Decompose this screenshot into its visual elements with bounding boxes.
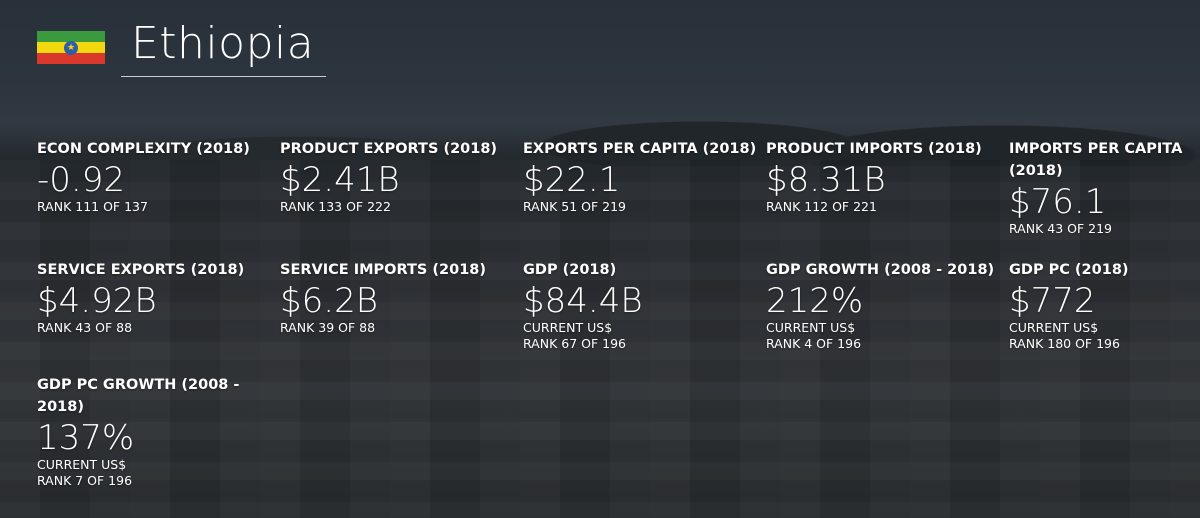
stat-subtext: RANK 133 OF 222 [280, 199, 391, 214]
stat-subtext: RANK 51 OF 219 [523, 199, 626, 214]
stat-value: -0.92 [37, 160, 125, 200]
stat-label: GDP PC (2018) [1009, 262, 1129, 278]
stat-label: GDP (2018) [523, 262, 617, 278]
ethiopia-flag-icon: ★ [37, 31, 105, 64]
stat-card: SERVICE IMPORTS (2018) $6.2B RANK 39 OF 88 [280, 259, 523, 352]
stat-subtext: CURRENT US$ [523, 320, 613, 335]
stat-label: ECON COMPLEXITY (2018) [37, 141, 250, 157]
stat-value: 137% [37, 418, 135, 458]
stat-value: $772 [1009, 281, 1096, 321]
stat-subtext: RANK 180 OF 196 [1009, 336, 1120, 351]
stat-label: SERVICE IMPORTS (2018) [280, 262, 487, 278]
background-city [0, 160, 1200, 518]
stat-subtext: RANK 67 OF 196 [523, 336, 626, 351]
stat-label: GDP GROWTH (2008 - 2018) [766, 262, 995, 278]
stat-card: GDP PC GROWTH (2008 - 2018) 137% CURRENT U… [37, 374, 280, 489]
stat-subtext: CURRENT US$ [766, 320, 856, 335]
stat-subtext: RANK 4 OF 196 [766, 336, 862, 351]
stat-subtext: RANK 111 OF 137 [37, 199, 148, 214]
stat-label: GDP PC GROWTH (2008 - 2018) [37, 377, 240, 415]
title-underline: Ethiopia [121, 18, 327, 77]
star-emblem-icon: ★ [64, 40, 78, 55]
stat-label: SERVICE EXPORTS (2018) [37, 262, 245, 278]
stat-label: EXPORTS PER CAPITA (2018) [523, 141, 757, 157]
stat-card: IMPORTS PER CAPITA (2018) $76.1 RANK 43 OF… [1009, 138, 1200, 237]
stat-subtext: RANK 43 OF 219 [1009, 221, 1112, 236]
stat-value: $76.1 [1009, 182, 1107, 222]
stat-card: ECON COMPLEXITY (2018) -0.92 RANK 111 OF 1… [37, 138, 280, 237]
stat-card: EXPORTS PER CAPITA (2018) $22.1 RANK 51 OF… [523, 138, 766, 237]
stat-value: 212% [766, 281, 864, 321]
page-title: Ethiopia [131, 18, 315, 69]
stat-card: SERVICE EXPORTS (2018) $4.92B RANK 43 OF 8… [37, 259, 280, 352]
stat-subtext: CURRENT US$ [1009, 320, 1099, 335]
stat-subtext: RANK 112 OF 221 [766, 199, 877, 214]
stat-card: PRODUCT EXPORTS (2018) $2.41B RANK 133 OF … [280, 138, 523, 237]
country-header: ★ Ethiopia [37, 18, 327, 77]
stat-card: GDP PC (2018) $772 CURRENT US$ RANK 180 OF … [1009, 259, 1200, 352]
stat-subtext: RANK 7 OF 196 [37, 473, 133, 488]
stat-value: $84.4B [523, 281, 643, 321]
stat-subtext: CURRENT US$ [37, 457, 127, 472]
stat-value: $22.1 [523, 160, 621, 200]
flag-stripe-red [37, 53, 105, 64]
stat-value: $8.31B [766, 160, 886, 200]
stat-label: IMPORTS PER CAPITA (2018) [1009, 141, 1183, 179]
stat-value: $4.92B [37, 281, 157, 321]
stat-card: PRODUCT IMPORTS (2018) $8.31B RANK 112 OF … [766, 138, 1009, 237]
stat-value: $6.2B [280, 281, 378, 321]
stat-subtext: RANK 39 OF 88 [280, 320, 376, 335]
stat-value: $2.41B [280, 160, 400, 200]
background-hills [0, 86, 1200, 166]
stats-grid: ECON COMPLEXITY (2018) -0.92 RANK 111 OF 1… [37, 138, 1200, 489]
stat-label: PRODUCT IMPORTS (2018) [766, 141, 982, 157]
stat-subtext: RANK 43 OF 88 [37, 320, 133, 335]
flag-stripe-green [37, 31, 105, 42]
stat-card: GDP GROWTH (2008 - 2018) 212% CURRENT US$ R… [766, 259, 1009, 352]
stat-card: GDP (2018) $84.4B CURRENT US$ RANK 67 OF 19… [523, 259, 766, 352]
stat-label: PRODUCT EXPORTS (2018) [280, 141, 498, 157]
